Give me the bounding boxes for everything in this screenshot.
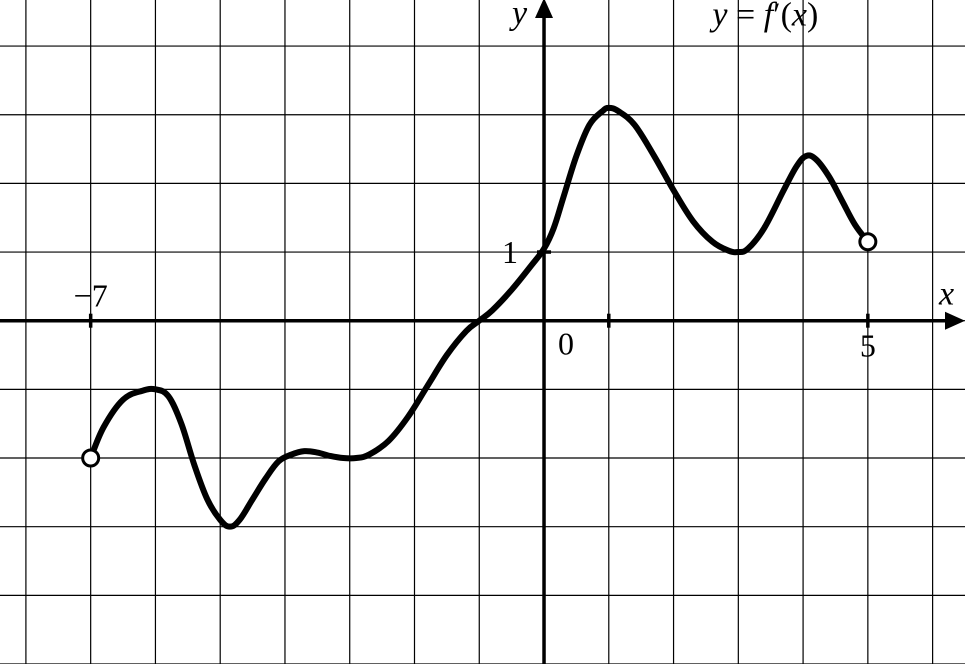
function-label: y = f′(x): [709, 0, 818, 33]
y-tick-label: 1: [502, 234, 518, 270]
y-axis-label: y: [509, 0, 528, 32]
x-tick-label: −7: [74, 277, 108, 313]
chart-container: y x 0 1 −7 5 y = f′(x): [0, 0, 965, 669]
derivative-chart: y x 0 1 −7 5 y = f′(x): [0, 0, 965, 664]
open-endpoint: [83, 450, 99, 466]
x-axis-label: x: [938, 275, 954, 312]
open-endpoint: [860, 233, 876, 249]
origin-label: 0: [558, 325, 574, 361]
x-tick-label: 5: [860, 327, 876, 363]
